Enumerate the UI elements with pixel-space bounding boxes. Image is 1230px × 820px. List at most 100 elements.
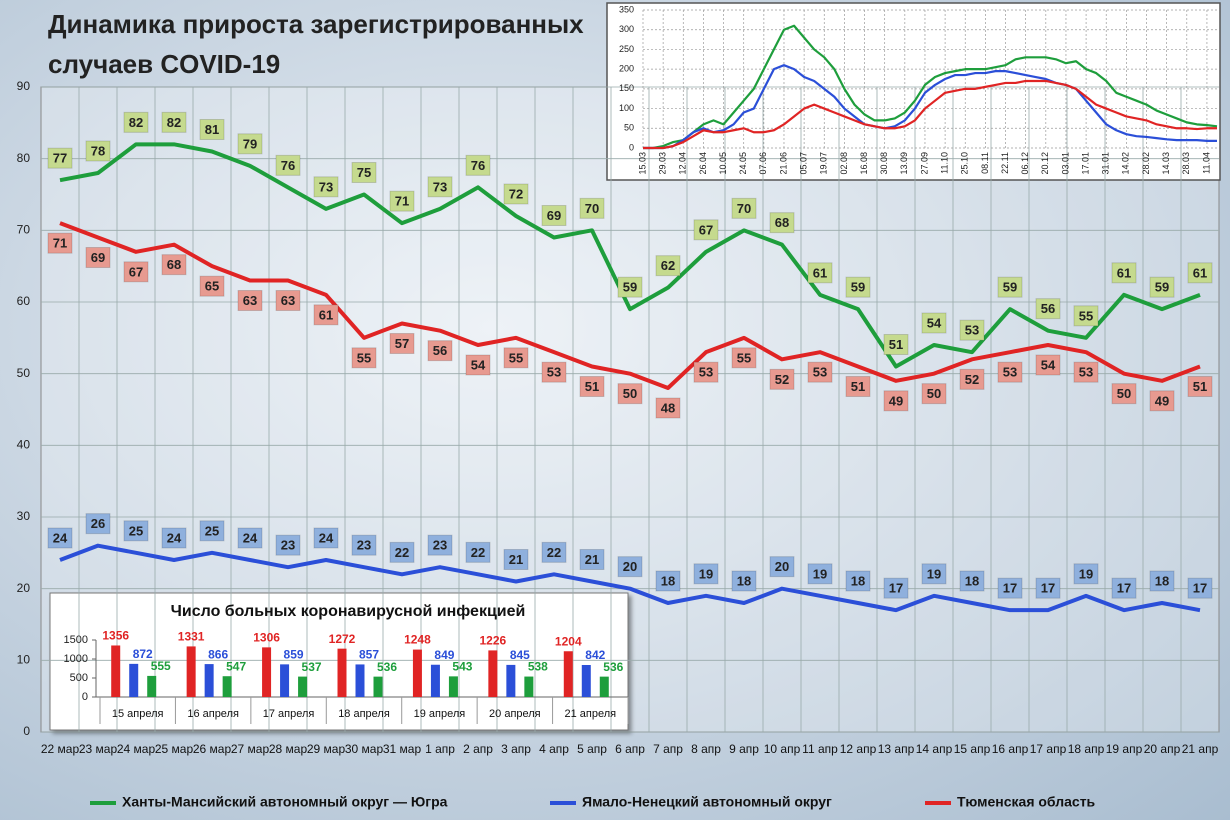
bar — [280, 664, 290, 697]
label-box — [921, 312, 947, 334]
bar — [581, 665, 591, 697]
data-label: 1248 — [404, 633, 431, 647]
data-label: 55 — [1079, 308, 1093, 323]
x-tick-label: 20.12 — [1040, 152, 1050, 175]
data-label: 81 — [205, 122, 219, 137]
data-label: 1306 — [253, 631, 280, 645]
label-box — [959, 368, 985, 390]
x-tick-label: 28.03 — [1181, 152, 1191, 175]
x-tick-label: 31.01 — [1101, 152, 1111, 175]
data-label: 20 — [775, 559, 789, 574]
label-box — [731, 570, 757, 592]
label-box — [1111, 383, 1137, 405]
data-label: 68 — [775, 215, 789, 230]
label-box — [85, 140, 111, 162]
bar — [111, 645, 121, 697]
data-label: 537 — [302, 660, 322, 674]
label-box — [731, 347, 757, 369]
series-line — [59, 142, 1201, 369]
label-box — [959, 319, 985, 341]
x-tick-label: 18 апреля — [338, 708, 390, 720]
label-box — [351, 534, 377, 556]
data-label: 70 — [585, 201, 599, 216]
data-label: 63 — [243, 293, 257, 308]
x-tick-label: 6 апр — [615, 742, 645, 756]
y-tick-label: 500 — [70, 672, 88, 684]
series-line — [643, 79, 1217, 150]
label-box — [199, 275, 225, 297]
label-box — [655, 397, 681, 419]
data-label: 1226 — [480, 634, 507, 648]
data-label: 68 — [167, 257, 181, 272]
y-tick-label: 10 — [17, 653, 31, 667]
label-box — [655, 255, 681, 277]
x-tick-label: 27 мар — [230, 742, 270, 756]
label-box — [237, 133, 263, 155]
x-tick-label: 22 мар — [40, 742, 80, 756]
data-label: 26 — [91, 516, 105, 531]
series-line — [643, 24, 1218, 150]
x-tick-label: 02.08 — [839, 152, 849, 175]
x-tick-label: 30 мар — [344, 742, 384, 756]
data-label: 49 — [889, 393, 903, 408]
data-label: 18 — [1155, 573, 1169, 588]
chart-title: Динамика прироста зарегистрированных слу… — [48, 9, 584, 79]
series-line — [59, 543, 1201, 613]
y-tick-label: 20 — [17, 581, 31, 595]
y-tick-label: 350 — [619, 4, 634, 14]
label-box — [997, 276, 1023, 298]
data-label: 55 — [737, 350, 751, 365]
label-box — [161, 254, 187, 276]
x-tick-label: 30.08 — [879, 152, 889, 175]
data-label: 19 — [927, 566, 941, 581]
inset-panel — [606, 2, 1221, 181]
data-label: 24 — [319, 530, 334, 545]
x-tick-label: 28.02 — [1141, 152, 1151, 175]
bar — [599, 676, 609, 697]
data-label: 536 — [377, 660, 397, 674]
data-label: 18 — [737, 573, 751, 588]
data-label: 849 — [434, 648, 454, 662]
legend-label: Ханты-Мансийский автономный округ — Югра — [122, 794, 448, 810]
bar — [412, 649, 422, 697]
x-tick-label: 22.11 — [1000, 152, 1010, 174]
data-label: 63 — [281, 293, 295, 308]
label-box — [351, 162, 377, 183]
data-label: 872 — [133, 647, 153, 661]
data-label: 857 — [359, 648, 379, 662]
label-box — [807, 361, 833, 383]
y-tick-label: 80 — [17, 151, 31, 165]
label-box — [845, 570, 871, 592]
label-box — [313, 304, 339, 326]
data-label: 24 — [243, 530, 258, 545]
data-label: 69 — [91, 250, 105, 265]
x-tick-label: 26 мар — [192, 742, 232, 756]
x-tick-label: 26.04 — [698, 152, 708, 175]
data-label: 61 — [319, 307, 333, 322]
data-label: 59 — [1003, 280, 1017, 295]
label-box — [769, 368, 795, 390]
data-label: 69 — [547, 208, 561, 223]
label-box — [1073, 305, 1099, 327]
label-box — [1149, 276, 1175, 298]
data-label: 845 — [510, 648, 530, 662]
data-label: 866 — [208, 647, 228, 661]
x-tick-label: 16.08 — [859, 152, 869, 175]
label-box — [47, 147, 73, 169]
x-tick-label: 10.05 — [718, 152, 728, 175]
data-label: 53 — [1079, 365, 1093, 380]
x-tick-label: 06.12 — [1020, 152, 1030, 175]
data-label: 1272 — [329, 632, 356, 646]
label-box — [579, 197, 605, 219]
x-tick-label: 18 апр — [1067, 742, 1105, 756]
y-tick-label: 70 — [17, 223, 31, 237]
bar — [262, 647, 272, 697]
label-box — [1035, 577, 1061, 599]
x-tick-label: 15 апр — [953, 742, 991, 756]
label-box — [655, 570, 681, 592]
data-label: 53 — [699, 365, 713, 380]
y-tick-label: 0 — [23, 724, 30, 738]
label-box — [693, 219, 719, 241]
data-label: 61 — [813, 265, 827, 280]
